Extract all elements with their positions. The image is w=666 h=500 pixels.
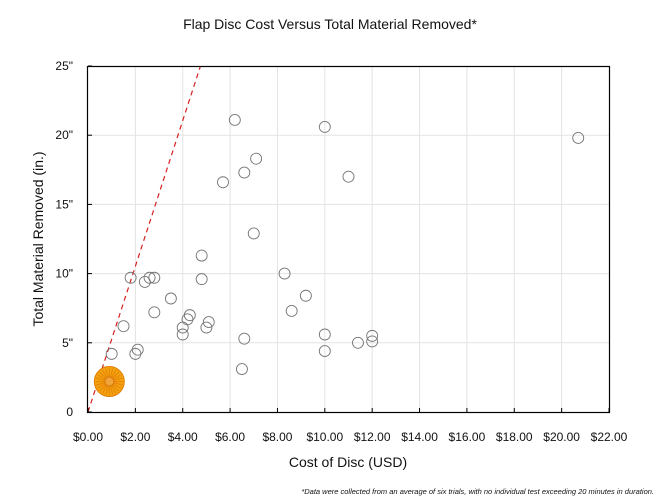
data-point-27 — [299, 289, 312, 302]
data-point-11 — [176, 328, 189, 341]
data-point-19 — [228, 114, 241, 126]
trendline-layer — [87, 65, 202, 413]
data-point-14 — [195, 249, 208, 262]
x-tick-label-6: $12.00 — [354, 430, 391, 444]
data-point-13 — [183, 309, 196, 322]
dashed-trendline — [87, 65, 202, 413]
highlight-ray-23 — [113, 377, 123, 382]
highlight-ray-4 — [110, 384, 117, 394]
highlight-ray-5 — [109, 385, 114, 395]
x-tick-label-4: $8.00 — [262, 430, 292, 444]
data-point-22 — [238, 166, 251, 179]
y-tick-label-4: 20" — [55, 128, 73, 142]
x-tick-label-8: $16.00 — [449, 430, 486, 444]
plot-frame — [86, 65, 611, 414]
x-tick-label-3: $6.00 — [215, 430, 245, 444]
data-point-31 — [342, 170, 355, 183]
highlight-ray-21 — [111, 371, 120, 380]
data-points — [93, 114, 585, 398]
data-point-28 — [318, 120, 331, 133]
highlight-ray-2 — [112, 383, 122, 389]
data-point-35 — [572, 132, 585, 144]
highlight-ray-16 — [102, 369, 108, 379]
axis-ticks: $0.00 $2.00 $4.00 $6.00 $8.00 $10.00 $12.00 $14… — [55, 59, 627, 444]
data-point-33 — [366, 329, 379, 342]
x-tick-label-1: $2.00 — [120, 430, 150, 444]
data-point-7 — [148, 271, 161, 284]
footnote: *Data were collected from an average of … — [301, 487, 654, 496]
data-point-30 — [318, 345, 331, 358]
data-point-6 — [143, 271, 156, 284]
data-point-26 — [285, 305, 298, 317]
y-tick-label-1: 5" — [62, 336, 73, 350]
x-tick-label-7: $14.00 — [401, 430, 438, 444]
data-point-4 — [131, 343, 144, 356]
x-axis-label: Cost of Disc (USD) — [289, 454, 407, 470]
data-point-25 — [278, 267, 291, 280]
highlight-ray-20 — [110, 369, 117, 379]
highlight-ray-14 — [97, 374, 107, 381]
data-point-29 — [318, 328, 331, 341]
x-tick-label-2: $4.00 — [168, 430, 198, 444]
data-point-17 — [202, 316, 215, 328]
data-point-21 — [238, 332, 251, 345]
data-point-18 — [217, 176, 229, 189]
data-point-23 — [247, 227, 260, 240]
highlight-ray-11 — [96, 382, 106, 386]
y-axis-label: Total Material Removed (in.) — [30, 151, 46, 326]
highlight-ray-13 — [96, 377, 106, 382]
chart-title: Flap Disc Cost Versus Total Material Rem… — [183, 16, 477, 32]
x-tick-label-9: $18.00 — [496, 430, 533, 444]
data-point-8 — [148, 306, 161, 319]
x-tick-label-11: $22.00 — [591, 430, 628, 444]
data-point-1 — [117, 320, 130, 333]
y-tick-label-5: 25" — [55, 59, 73, 73]
highlight-center — [104, 376, 115, 387]
data-point-9 — [164, 292, 177, 305]
y-tick-label-2: 10" — [55, 267, 73, 281]
highlight-ray-15 — [99, 371, 107, 380]
highlight-ray-1 — [113, 382, 123, 386]
grid-lines — [88, 66, 609, 412]
highlight-ray-3 — [111, 383, 120, 392]
data-point-12 — [181, 313, 194, 326]
data-point-32 — [352, 336, 364, 349]
x-tick-label-0: $0.00 — [73, 430, 103, 444]
highlight-ray-17 — [105, 368, 109, 378]
y-tick-label-3: 15" — [55, 197, 73, 211]
highlight-ray-10 — [97, 383, 107, 389]
data-point-15 — [195, 273, 208, 286]
x-tick-label-5: $10.00 — [306, 430, 343, 444]
data-point-34 — [366, 335, 379, 348]
highlight-ray-7 — [105, 385, 109, 395]
data-point-24 — [250, 152, 263, 165]
highlight-ray-19 — [109, 368, 114, 378]
data-point-16 — [200, 321, 213, 334]
data-point-20 — [235, 363, 248, 376]
data-point-2 — [124, 271, 137, 284]
data-point-0 — [105, 347, 118, 360]
highlight-ray-9 — [99, 383, 107, 392]
y-tick-label-0: 0 — [66, 405, 73, 419]
highlight-ray-8 — [102, 384, 108, 394]
x-tick-label-10: $20.00 — [543, 430, 580, 444]
highlighted-data-point — [93, 366, 125, 398]
highlight-ray-22 — [112, 374, 122, 381]
